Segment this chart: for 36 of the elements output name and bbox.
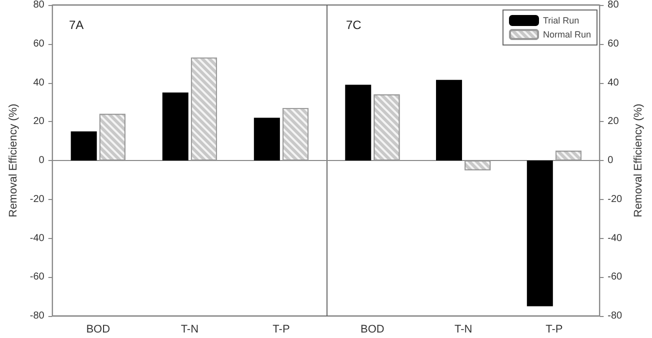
y2-tick-label: 0 — [608, 155, 614, 166]
legend-label: Trial Run — [542, 16, 580, 26]
bar — [162, 92, 188, 160]
y-tick-label: -60 — [30, 272, 45, 283]
bar — [526, 160, 553, 306]
x-tick-label: T-N — [454, 324, 472, 336]
legend-label: Normal Run — [542, 30, 591, 40]
y-tick-label: 40 — [33, 77, 45, 88]
bar — [436, 80, 462, 160]
x-tick-label: T-P — [546, 324, 563, 336]
y2-tick-label: -60 — [608, 272, 623, 283]
y2-tick-label: -20 — [608, 194, 623, 205]
x-tick-label: T-P — [272, 324, 290, 336]
y2-tick-label: 40 — [608, 77, 620, 88]
y-tick-label: 20 — [33, 116, 45, 128]
y2-axis-title: Removal Efficiency (%) — [632, 104, 644, 218]
text: 7C — [346, 18, 362, 32]
y-tick-label: 60 — [33, 38, 45, 50]
bar — [254, 118, 280, 160]
y2-tick-label: 20 — [608, 116, 620, 128]
y-axis-title: Removal Efficiency (%) — [8, 104, 20, 218]
bar — [70, 131, 97, 160]
y2-tick-label: -80 — [608, 310, 623, 322]
bar — [345, 84, 372, 160]
y-tick-label: -20 — [30, 194, 45, 205]
text: 7A — [69, 18, 84, 32]
y2-tick-label: 80 — [608, 0, 620, 10]
x-tick-label: BOD — [360, 324, 384, 336]
x-tick-label: T-N — [180, 324, 199, 336]
y2-tick-label: -40 — [608, 232, 623, 244]
y-tick-label: 80 — [33, 0, 45, 10]
y-tick-label: -40 — [30, 232, 45, 244]
y2-tick-label: 60 — [608, 38, 620, 50]
x-tick-label: BOD — [86, 324, 110, 336]
y-tick-label: 0 — [38, 155, 45, 166]
y-tick-label: -80 — [30, 310, 45, 322]
